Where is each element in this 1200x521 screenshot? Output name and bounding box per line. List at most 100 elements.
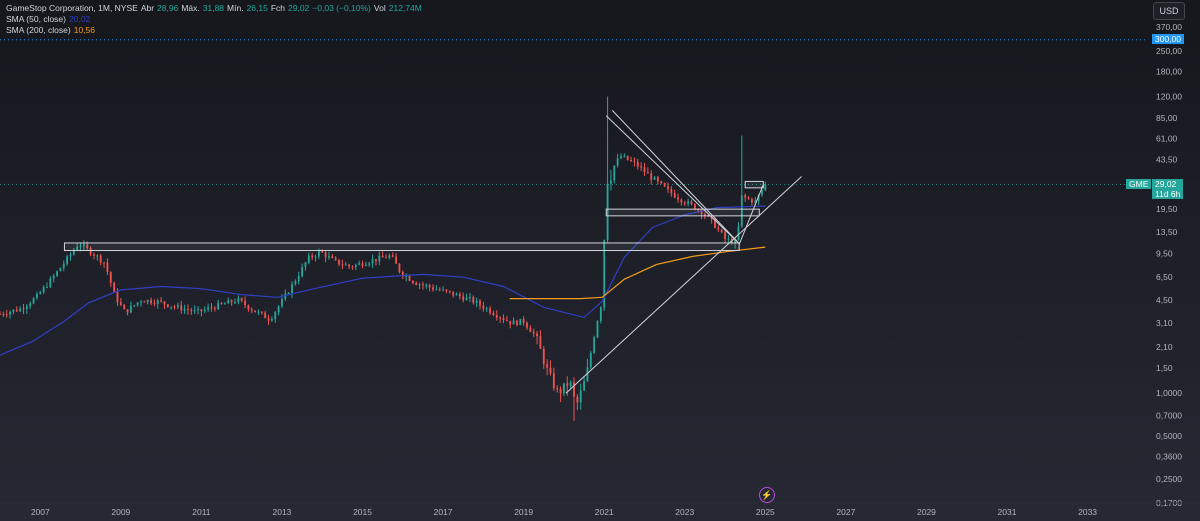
y-tick-label-20: 0,3600 xyxy=(1156,452,1182,462)
candle-body-207 xyxy=(693,204,696,210)
currency-button[interactable]: USD xyxy=(1153,2,1185,20)
candle-body-71 xyxy=(237,298,240,303)
candle-body-20 xyxy=(66,256,69,264)
candle-body-67 xyxy=(223,303,226,305)
legend-sma200-row[interactable]: SMA (200, close) 10,56 xyxy=(6,25,422,36)
candle-body-175 xyxy=(586,367,589,382)
candle-body-28 xyxy=(93,254,95,256)
candle-body-179 xyxy=(599,307,602,321)
candle-body-156 xyxy=(522,318,525,323)
y-tick-label-1: 370,00 xyxy=(1156,22,1182,32)
candle-body-188 xyxy=(630,160,632,162)
candle-body-49 xyxy=(163,301,166,305)
ticker-tag: GME xyxy=(1126,178,1152,189)
candle-body-35 xyxy=(116,291,119,303)
y-tick-label-3: 180,00 xyxy=(1156,66,1182,76)
candle-body-57 xyxy=(190,310,193,312)
candle-body-77 xyxy=(257,311,260,313)
candle-body-205 xyxy=(687,201,690,204)
candle-body-98 xyxy=(328,256,330,258)
candle-body-74 xyxy=(247,305,250,310)
candle-body-209 xyxy=(700,209,703,215)
y-tick-label-19: 0,5000 xyxy=(1156,431,1182,441)
candle-body-131 xyxy=(438,289,441,291)
candle-body-208 xyxy=(697,209,700,211)
candle-body-177 xyxy=(593,337,596,353)
y-tick-label-7: 43,50 xyxy=(1156,154,1178,164)
candle-body-51 xyxy=(170,306,173,308)
candle-body-181 xyxy=(606,183,609,241)
legend-symbol[interactable]: GameStop Corporation, 1M, NYSE xyxy=(6,3,138,13)
candle-body-149 xyxy=(499,317,502,319)
candle-body-227 xyxy=(761,190,763,195)
candle-body-197 xyxy=(660,181,663,184)
candle-body-217 xyxy=(727,238,730,240)
horizontal-range-long xyxy=(63,242,740,252)
candle-body-94 xyxy=(314,256,317,258)
candle-body-223 xyxy=(747,197,750,199)
legend-sma50-row[interactable]: SMA (50, close) 20,02 xyxy=(6,14,422,25)
candle-body-123 xyxy=(411,280,414,283)
candle-body-5 xyxy=(15,309,18,312)
candle-body-210 xyxy=(703,214,706,216)
candle-body-212 xyxy=(710,216,713,220)
candle-body-137 xyxy=(458,293,461,297)
candle-body-143 xyxy=(479,300,481,306)
candle-body-7 xyxy=(22,308,25,310)
bar-countdown: 11d 6h xyxy=(1155,188,1181,199)
candle-body-85 xyxy=(284,293,287,300)
candle-body-115 xyxy=(385,257,387,259)
candle-body-73 xyxy=(244,300,246,306)
alert-price-tag[interactable]: 300,00 xyxy=(1152,33,1184,44)
candle-body-132 xyxy=(442,289,445,291)
legend-low: 26,15 xyxy=(246,3,268,13)
candle-body-216 xyxy=(724,232,726,240)
candle-body-154 xyxy=(516,320,518,325)
x-tick-label-9: 2025 xyxy=(756,507,775,517)
candle-body-150 xyxy=(502,317,505,320)
candle-body-178 xyxy=(596,320,599,338)
candle-body-110 xyxy=(368,263,371,265)
candle-body-99 xyxy=(331,256,334,258)
candle-body-220 xyxy=(737,226,740,240)
candle-body-172 xyxy=(576,396,579,403)
legend-vol-label: Vol xyxy=(373,3,386,13)
candle-body-120 xyxy=(401,271,404,277)
legend: GameStop Corporation, 1M, NYSE Abr 28,96 … xyxy=(6,3,422,36)
candle-body-90 xyxy=(301,267,304,277)
candle-body-183 xyxy=(613,165,616,181)
candle-body-42 xyxy=(140,301,142,303)
trendline-wedge-top xyxy=(611,110,740,244)
legend-vol: 212,74M xyxy=(388,3,422,13)
candle-body-68 xyxy=(227,300,230,304)
candle-body-201 xyxy=(673,193,676,198)
horizontal-range-mid xyxy=(605,208,760,217)
candle-body-16 xyxy=(52,275,55,279)
legend-sma50-value: 20,02 xyxy=(69,14,91,24)
legend-open-label: Abr xyxy=(140,3,155,13)
candle-body-46 xyxy=(153,303,156,305)
candle-body-171 xyxy=(573,382,575,397)
candle-body-166 xyxy=(556,388,559,390)
candle-body-23 xyxy=(76,246,79,251)
candle-body-144 xyxy=(482,305,485,309)
candle-body-139 xyxy=(465,297,468,301)
candle-body-158 xyxy=(529,327,532,332)
sma200-line xyxy=(509,246,766,300)
candle-body-18 xyxy=(59,267,62,272)
candle-body-146 xyxy=(489,308,492,314)
candle-body-44 xyxy=(146,299,149,303)
candle-body-69 xyxy=(230,300,233,303)
y-tick-label-13: 4,50 xyxy=(1156,295,1173,305)
candle-body-164 xyxy=(549,367,552,374)
y-tick-label-10: 13,50 xyxy=(1156,227,1178,237)
legend-close: 29,02 xyxy=(288,3,310,13)
candle-body-119 xyxy=(398,263,401,272)
bolt-icon[interactable]: ⚡ xyxy=(759,487,775,503)
last-price-value: 29,02 xyxy=(1155,178,1177,189)
candle-body-86 xyxy=(287,292,290,294)
candle-body-83 xyxy=(277,306,280,313)
